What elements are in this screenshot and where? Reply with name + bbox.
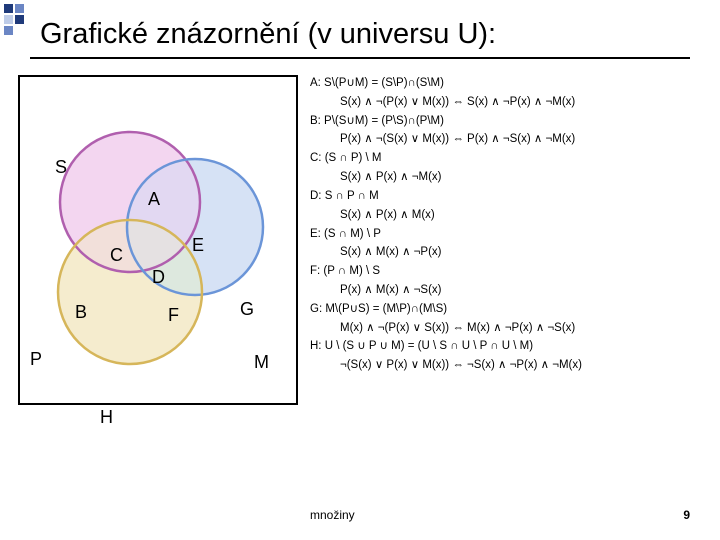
formula-G-head: G: M\(P∪S) = (M\P)∩(M\S) [310, 301, 710, 319]
label-A: A [148, 189, 160, 210]
label-S: S [55, 157, 67, 178]
formula-B-sub: P(x) ∧ ¬(S(x) ∨ M(x)) ⇔ P(x) ∧ ¬S(x) ∧ ¬… [310, 131, 710, 149]
page-number: 9 [683, 508, 690, 522]
label-G: G [240, 299, 254, 320]
formula-C-sub: S(x) ∧ P(x) ∧ ¬M(x) [310, 169, 710, 187]
formula-A-sub: S(x) ∧ ¬(P(x) ∨ M(x)) ⇔ S(x) ∧ ¬P(x) ∧ ¬… [310, 94, 710, 112]
formula-E-head: E: (S ∩ M) \ P [310, 226, 710, 244]
formula-H-sub: ¬(S(x) ∨ P(x) ∨ M(x)) ⇔ ¬S(x) ∧ ¬P(x) ∧ … [310, 357, 710, 375]
label-F: F [168, 305, 179, 326]
footer-text: množiny [310, 508, 355, 522]
formula-C-head: C: (S ∩ P) \ M [310, 150, 710, 168]
formula-G-sub: M(x) ∧ ¬(P(x) ∨ S(x)) ⇔ M(x) ∧ ¬P(x) ∧ ¬… [310, 320, 710, 338]
title-underline [30, 57, 690, 59]
label-H: H [100, 407, 113, 428]
formula-H-head: H: U \ (S ∪ P ∪ M) = (U \ S ∩ U \ P ∩ U … [310, 338, 710, 356]
label-B: B [75, 302, 87, 323]
formula-F-head: F: (P ∩ M) \ S [310, 263, 710, 281]
label-E: E [192, 235, 204, 256]
label-C: C [110, 245, 123, 266]
corner-deco [0, 0, 40, 60]
page-title: Grafické znázornění (v universu U): [40, 18, 496, 51]
label-D: D [152, 267, 165, 288]
formula-D-head: D: S ∩ P ∩ M [310, 188, 710, 206]
formula-list: A: S\(P∪M) = (S\P)∩(S\M) S(x) ∧ ¬(P(x) ∨… [310, 75, 710, 376]
formula-D-sub: S(x) ∧ P(x) ∧ M(x) [310, 207, 710, 225]
label-P: P [30, 349, 42, 370]
formula-F-sub: P(x) ∧ M(x) ∧ ¬S(x) [310, 282, 710, 300]
venn-diagram: S A C E D B F G P M H [18, 75, 298, 405]
label-M: M [254, 352, 269, 373]
formula-B-head: B: P\(S∪M) = (P\S)∩(P\M) [310, 113, 710, 131]
formula-A-head: A: S\(P∪M) = (S\P)∩(S\M) [310, 75, 710, 93]
formula-E-sub: S(x) ∧ M(x) ∧ ¬P(x) [310, 244, 710, 262]
